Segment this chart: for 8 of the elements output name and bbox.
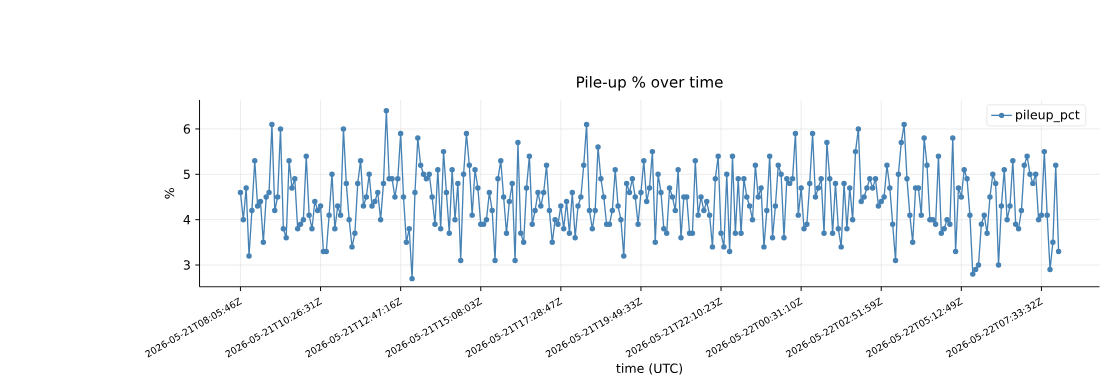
y-tick-label: 6 — [183, 124, 191, 134]
y-tick-label: 3 — [183, 260, 190, 270]
y-tick-label: 5 — [183, 169, 190, 180]
y-tick-label: 4 — [183, 215, 191, 225]
chart-title: Pile-up % over time — [577, 76, 723, 91]
x-axis-title: time (UTC) — [616, 363, 683, 375]
y-axis-title: % — [164, 188, 175, 199]
legend-label: pileup_pct — [1016, 109, 1080, 123]
